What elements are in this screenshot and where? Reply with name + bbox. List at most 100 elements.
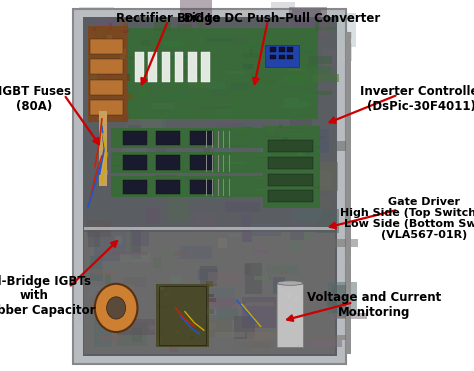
Bar bbox=[184, 188, 221, 199]
Bar bbox=[162, 94, 190, 97]
Bar bbox=[254, 230, 278, 253]
Bar bbox=[297, 343, 299, 347]
Bar bbox=[99, 31, 103, 38]
Bar bbox=[137, 142, 145, 144]
Bar bbox=[198, 21, 203, 29]
Bar bbox=[136, 170, 156, 171]
Bar bbox=[293, 209, 320, 221]
Bar bbox=[167, 106, 177, 109]
Bar bbox=[246, 323, 265, 348]
Bar bbox=[283, 106, 300, 108]
Bar bbox=[126, 107, 162, 129]
Bar bbox=[97, 118, 102, 120]
Bar bbox=[135, 52, 144, 82]
Text: Rectifier Bridge: Rectifier Bridge bbox=[116, 12, 220, 25]
Bar bbox=[204, 323, 209, 329]
Bar bbox=[94, 318, 112, 347]
Bar bbox=[175, 331, 178, 333]
Bar bbox=[156, 284, 209, 347]
Bar bbox=[100, 150, 101, 154]
Bar bbox=[190, 180, 213, 194]
Bar bbox=[336, 43, 352, 61]
Bar bbox=[192, 157, 217, 158]
Bar bbox=[276, 50, 281, 54]
Bar bbox=[213, 66, 231, 90]
Bar bbox=[90, 59, 123, 74]
Bar bbox=[296, 84, 327, 113]
Bar bbox=[118, 331, 146, 339]
Bar bbox=[268, 140, 313, 152]
Bar bbox=[91, 45, 94, 52]
Bar bbox=[208, 298, 216, 302]
Ellipse shape bbox=[95, 284, 137, 332]
Bar bbox=[288, 293, 292, 296]
Bar bbox=[195, 129, 211, 130]
Bar bbox=[315, 22, 319, 31]
Bar bbox=[214, 94, 219, 97]
Bar bbox=[174, 251, 188, 256]
Bar bbox=[174, 321, 176, 324]
Bar bbox=[123, 277, 146, 286]
Bar bbox=[107, 170, 108, 175]
Bar bbox=[94, 291, 117, 296]
Bar bbox=[243, 127, 253, 128]
Bar bbox=[140, 158, 147, 160]
Bar bbox=[220, 131, 234, 141]
Bar bbox=[247, 219, 270, 252]
Bar bbox=[161, 247, 181, 258]
Bar bbox=[73, 9, 346, 364]
Bar bbox=[253, 52, 278, 74]
Bar bbox=[129, 56, 155, 60]
Bar bbox=[119, 88, 145, 98]
Bar bbox=[239, 136, 245, 137]
Bar bbox=[156, 180, 180, 194]
Bar bbox=[102, 261, 115, 271]
Bar bbox=[276, 136, 296, 154]
Bar bbox=[179, 341, 181, 344]
Bar bbox=[108, 68, 111, 76]
Bar bbox=[280, 171, 288, 172]
Bar bbox=[314, 190, 316, 193]
Bar bbox=[164, 180, 183, 181]
Bar bbox=[305, 128, 329, 153]
Bar bbox=[280, 269, 287, 275]
Bar bbox=[154, 219, 182, 247]
Bar bbox=[93, 27, 96, 31]
Bar bbox=[125, 115, 129, 119]
Bar bbox=[99, 111, 107, 186]
Bar bbox=[160, 329, 163, 332]
Bar bbox=[189, 154, 212, 155]
Bar bbox=[130, 228, 141, 259]
Bar bbox=[121, 49, 126, 55]
Bar bbox=[215, 80, 233, 115]
Bar bbox=[107, 288, 114, 295]
Bar bbox=[253, 145, 262, 162]
Bar bbox=[121, 40, 124, 42]
Bar bbox=[117, 319, 155, 335]
Bar bbox=[247, 39, 269, 49]
Bar bbox=[320, 284, 328, 294]
Bar bbox=[179, 113, 201, 136]
Bar bbox=[332, 285, 350, 318]
Bar bbox=[117, 71, 118, 75]
Bar bbox=[157, 340, 161, 346]
Bar bbox=[281, 191, 288, 192]
Bar bbox=[105, 118, 106, 123]
Bar bbox=[289, 7, 327, 35]
Bar bbox=[202, 154, 223, 155]
Bar bbox=[79, 7, 114, 20]
Bar bbox=[329, 305, 346, 315]
Bar bbox=[123, 155, 147, 170]
Bar bbox=[128, 74, 130, 81]
Bar bbox=[151, 73, 178, 78]
Bar bbox=[154, 45, 188, 77]
Bar bbox=[197, 188, 210, 189]
Bar bbox=[116, 154, 126, 155]
Bar bbox=[242, 214, 252, 243]
Bar bbox=[111, 128, 292, 148]
Bar bbox=[288, 69, 307, 71]
Bar bbox=[123, 22, 128, 27]
Bar bbox=[283, 76, 309, 84]
Bar bbox=[334, 32, 352, 39]
Bar bbox=[270, 55, 276, 59]
